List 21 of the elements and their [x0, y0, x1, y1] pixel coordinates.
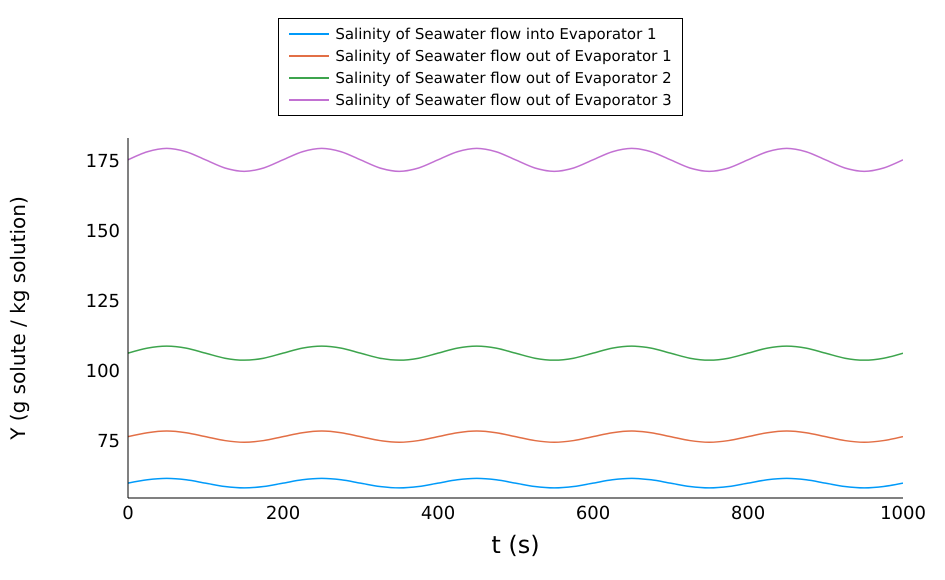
y-tick-label: 75 — [97, 430, 120, 452]
x-tick-label: 800 — [730, 502, 766, 524]
line-series — [128, 430, 903, 443]
line-series — [128, 478, 903, 489]
line-series — [128, 148, 903, 172]
y-tick-label: 100 — [86, 360, 120, 382]
x-tick-label: 1000 — [880, 502, 926, 524]
y-tick-label: 150 — [86, 220, 120, 242]
x-tick-label: 200 — [266, 502, 300, 524]
y-tick-label: 175 — [86, 150, 120, 172]
x-tick-label: 600 — [576, 502, 610, 524]
x-tick-label: 0 — [122, 502, 134, 524]
line-series — [128, 345, 903, 361]
y-tick-label: 125 — [86, 290, 120, 312]
x-axis-title: t (s) — [491, 531, 540, 559]
legend-label: Salinity of Seawater flow into Evaporator 1 — [335, 25, 657, 43]
legend-label: Salinity of Seawater flow out of Evaporator 1 — [335, 47, 672, 65]
y-axis-title: Y (g solute / kg solution) — [6, 196, 30, 441]
legend-label: Salinity of Seawater flow out of Evaporator 2 — [335, 69, 672, 87]
x-tick-label: 400 — [420, 502, 456, 524]
legend-label: Salinity of Seawater flow out of Evaporator 3 — [335, 91, 672, 109]
